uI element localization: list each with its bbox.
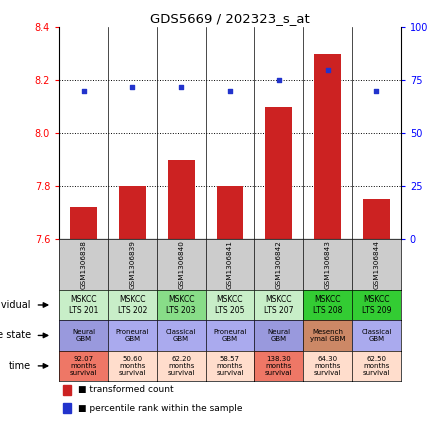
Text: 92.07
months
survival: 92.07 months survival bbox=[70, 356, 97, 376]
Point bbox=[226, 88, 233, 94]
Point bbox=[129, 83, 136, 90]
Text: Neural
GBM: Neural GBM bbox=[72, 329, 95, 342]
Text: Classical
GBM: Classical GBM bbox=[166, 329, 196, 342]
Text: MSKCC
LTS 205: MSKCC LTS 205 bbox=[215, 295, 245, 315]
Bar bbox=[265, 107, 292, 239]
Text: ■ percentile rank within the sample: ■ percentile rank within the sample bbox=[78, 404, 242, 413]
Bar bbox=[70, 207, 97, 239]
Text: 62.50
months
survival: 62.50 months survival bbox=[363, 356, 390, 376]
Text: Mesench
ymal GBM: Mesench ymal GBM bbox=[310, 329, 345, 342]
Text: time: time bbox=[9, 361, 31, 371]
Text: MSKCC
LTS 209: MSKCC LTS 209 bbox=[362, 295, 391, 315]
Text: GSM1306842: GSM1306842 bbox=[276, 240, 282, 289]
Bar bbox=[363, 199, 390, 239]
Text: 64.30
months
survival: 64.30 months survival bbox=[314, 356, 341, 376]
Text: Classical
GBM: Classical GBM bbox=[361, 329, 392, 342]
Text: GSM1306844: GSM1306844 bbox=[373, 240, 379, 289]
Text: MSKCC
LTS 201: MSKCC LTS 201 bbox=[69, 295, 98, 315]
Point bbox=[80, 88, 87, 94]
Text: 58.57
months
survival: 58.57 months survival bbox=[216, 356, 244, 376]
Point bbox=[373, 88, 380, 94]
Text: GSM1306839: GSM1306839 bbox=[129, 240, 135, 289]
Point bbox=[275, 77, 282, 84]
Text: 50.60
months
survival: 50.60 months survival bbox=[119, 356, 146, 376]
Text: disease state: disease state bbox=[0, 330, 31, 341]
Text: Neural
GBM: Neural GBM bbox=[267, 329, 290, 342]
Text: individual: individual bbox=[0, 300, 31, 310]
Text: GSM1306838: GSM1306838 bbox=[81, 240, 87, 289]
Text: 138.30
months
survival: 138.30 months survival bbox=[265, 356, 293, 376]
Bar bbox=[168, 159, 194, 239]
Bar bbox=[119, 186, 146, 239]
Text: ■ transformed count: ■ transformed count bbox=[78, 385, 173, 394]
Text: Proneural
GBM: Proneural GBM bbox=[213, 329, 247, 342]
Text: MSKCC
LTS 202: MSKCC LTS 202 bbox=[118, 295, 147, 315]
Text: GSM1306841: GSM1306841 bbox=[227, 240, 233, 289]
Bar bbox=[216, 186, 244, 239]
Text: GSM1306843: GSM1306843 bbox=[325, 240, 331, 289]
Text: MSKCC
LTS 207: MSKCC LTS 207 bbox=[264, 295, 293, 315]
Text: Proneural
GBM: Proneural GBM bbox=[116, 329, 149, 342]
Text: 62.20
months
survival: 62.20 months survival bbox=[167, 356, 195, 376]
Text: MSKCC
LTS 203: MSKCC LTS 203 bbox=[166, 295, 196, 315]
Point bbox=[178, 83, 185, 90]
Bar bbox=[63, 404, 71, 414]
Point bbox=[324, 66, 331, 73]
Bar bbox=[314, 54, 341, 239]
Title: GDS5669 / 202323_s_at: GDS5669 / 202323_s_at bbox=[150, 12, 310, 25]
Text: GSM1306840: GSM1306840 bbox=[178, 240, 184, 289]
Bar bbox=[63, 385, 71, 395]
Text: MSKCC
LTS 208: MSKCC LTS 208 bbox=[313, 295, 342, 315]
